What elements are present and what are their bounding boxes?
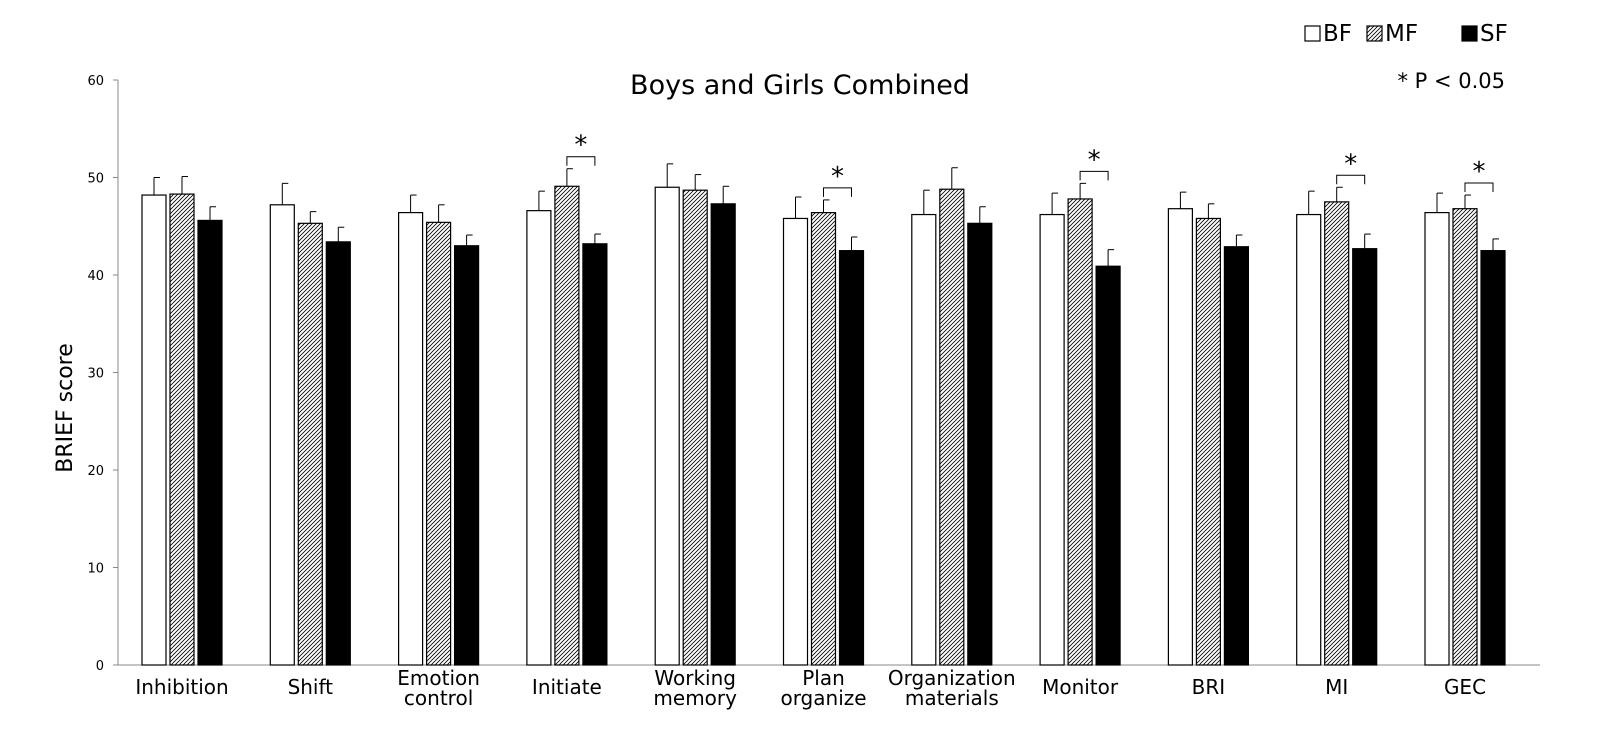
- x-category-label: Shift: [288, 675, 334, 699]
- significance-note: * P < 0.05: [1397, 69, 1505, 93]
- bar-sf: [1480, 250, 1506, 666]
- y-tick-label: 40: [87, 269, 104, 284]
- y-axis: 0 10 20 30 40 50 60: [87, 74, 119, 674]
- significance-star: *: [831, 162, 844, 192]
- significance-bracket: [1336, 174, 1366, 185]
- x-category-label-line: BRI: [1192, 675, 1226, 699]
- series-bf: [141, 163, 1450, 666]
- x-category-label: BRI: [1192, 675, 1226, 699]
- bar-mf: [939, 188, 965, 666]
- bar-series-group: [141, 163, 1506, 666]
- x-category-label: Plan organize: [780, 666, 866, 710]
- bar-mf: [810, 212, 837, 666]
- bar-mf: [1195, 217, 1222, 666]
- bar-sf: [582, 243, 608, 666]
- x-category-label-line: materials: [905, 686, 999, 710]
- x-category-label-line: memory: [653, 686, 737, 710]
- bar-sf: [325, 241, 351, 666]
- series-mf: [169, 167, 1478, 666]
- x-category-label-line: Working: [654, 666, 736, 690]
- significance-star: *: [1473, 157, 1486, 187]
- x-category-label-line: organize: [780, 686, 866, 710]
- significance-bracket: [1079, 170, 1109, 181]
- bar-bf: [141, 194, 167, 666]
- y-tick-label: 30: [87, 367, 104, 382]
- legend-swatch-mf: [1366, 25, 1383, 42]
- y-tick-label: 0: [96, 659, 104, 674]
- legend: BF MF SF: [1304, 21, 1508, 47]
- significance-star: *: [1088, 145, 1101, 175]
- x-category-label: Working memory: [653, 666, 737, 710]
- bar-mf: [554, 185, 580, 666]
- y-tick-label: 20: [87, 464, 104, 479]
- bar-bf: [911, 213, 937, 666]
- bar-sf: [967, 222, 993, 666]
- x-category-label: GEC: [1444, 675, 1486, 699]
- bar-bf: [526, 210, 552, 666]
- bar-mf: [682, 189, 708, 666]
- x-category-label-line: Shift: [288, 675, 334, 699]
- bar-mf: [1067, 198, 1093, 666]
- bar-mf: [297, 222, 323, 666]
- x-category-label-line: GEC: [1444, 675, 1486, 699]
- y-tick-label: 10: [87, 562, 104, 577]
- bar-mf: [169, 193, 195, 666]
- bar-bf: [1296, 213, 1322, 666]
- legend-label-mf: MF: [1385, 21, 1418, 47]
- bar-sf: [1095, 265, 1121, 666]
- bar-mf: [1324, 201, 1350, 666]
- bar-bf: [1039, 213, 1065, 666]
- bar-bf: [398, 212, 424, 666]
- bar-mf: [1452, 208, 1478, 666]
- significance-bracket: [566, 156, 596, 166]
- y-tick-label: 60: [87, 74, 104, 89]
- bar-bf: [782, 217, 809, 666]
- x-category-label-line: Inhibition: [135, 675, 228, 699]
- bar-bf: [1167, 208, 1194, 666]
- x-category-label: Initiate: [532, 675, 602, 699]
- x-category-label: MI: [1325, 675, 1348, 699]
- x-category-label-line: Initiate: [532, 675, 602, 699]
- significance-star: *: [1344, 149, 1357, 179]
- x-category-label-line: Monitor: [1042, 675, 1119, 699]
- bar-sf: [710, 203, 736, 666]
- x-category-label-line: control: [404, 686, 473, 710]
- significance-bracket: [823, 187, 852, 197]
- bar-bf: [269, 204, 295, 666]
- bar-sf: [1223, 246, 1250, 666]
- bar-mf: [426, 221, 452, 666]
- x-category-label-line: Emotion: [397, 666, 480, 690]
- chart-title: Boys and Girls Combined: [630, 70, 970, 101]
- bar-sf: [197, 219, 223, 666]
- x-category-label: Organization materials: [888, 666, 1016, 710]
- bar-sf: [1352, 248, 1378, 666]
- x-category-label: Emotion control: [397, 666, 480, 710]
- x-category-label: Inhibition: [135, 675, 228, 699]
- y-axis-label: BRIEF score: [53, 343, 78, 473]
- bar-bf: [654, 186, 680, 666]
- significance-bracket: [1464, 182, 1494, 193]
- significance-star: *: [574, 131, 587, 161]
- bar-sf: [454, 245, 480, 666]
- legend-swatch-bf: [1304, 25, 1321, 42]
- legend-label-bf: BF: [1323, 21, 1352, 47]
- y-tick-label: 50: [87, 172, 104, 187]
- x-category-label: Monitor: [1042, 675, 1119, 699]
- series-sf: [197, 185, 1506, 666]
- bar-bf: [1424, 212, 1450, 666]
- x-category-label-line: MI: [1325, 675, 1348, 699]
- legend-swatch-sf: [1461, 25, 1478, 42]
- bar-sf: [838, 250, 865, 666]
- x-category-label-line: Plan: [802, 666, 845, 690]
- x-axis: Inhibition Shift Emotion control Initiate Wor…: [118, 664, 1540, 710]
- significance-markers: * * * * *: [566, 131, 1494, 197]
- x-category-label-line: Organization: [888, 666, 1016, 690]
- legend-label-sf: SF: [1480, 21, 1508, 47]
